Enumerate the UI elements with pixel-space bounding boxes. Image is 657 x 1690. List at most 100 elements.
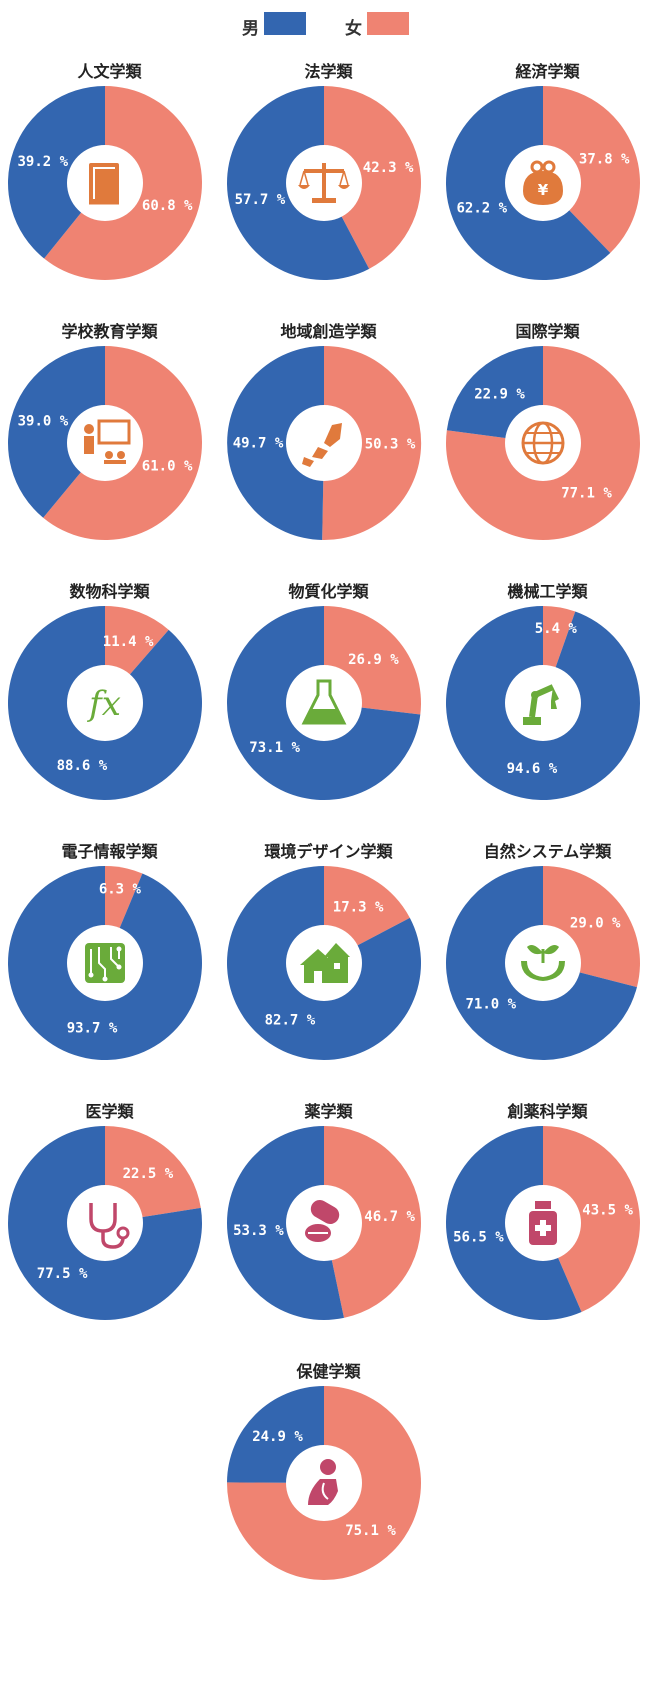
donut-chart: 26.9 % 73.1 % — [227, 606, 422, 800]
pie-chart: 経済学類 ¥37.8 % 62.2 % — [438, 58, 657, 333]
male-percent-label: 57.7 % — [235, 192, 286, 208]
sprout-hands-icon — [521, 945, 565, 981]
donut-chart: 17.3 % 82.7 % — [227, 866, 422, 1060]
donut-hole — [67, 1185, 143, 1261]
japan-map-icon — [302, 423, 342, 467]
donut-chart: 5.4 % 94.6 % — [445, 606, 640, 800]
donut-chart: 43.5 % 56.5 % — [445, 1126, 640, 1320]
chart-title: 国際学類 — [515, 322, 580, 341]
svg-text:fx: fx — [86, 684, 121, 724]
circuit-board-icon — [85, 943, 125, 983]
male-percent-label: 39.2 % — [18, 154, 69, 170]
pie-chart: 地域創造学類 50.3 % 49.7 % — [219, 318, 438, 593]
pie-chart: 数物科学類 fx 11.4 % 88.6 % — [0, 578, 219, 853]
female-slice — [543, 86, 640, 253]
legend-male-swatch — [264, 12, 306, 35]
svg-text:¥: ¥ — [538, 181, 549, 199]
male-percent-label: 94.6 % — [507, 761, 558, 777]
female-slice — [543, 1126, 640, 1313]
female-percent-label: 5.4 % — [535, 621, 578, 637]
chart-title: 環境デザイン学類 — [264, 842, 393, 861]
female-slice — [324, 86, 422, 269]
male-percent-label: 24.9 % — [252, 1429, 303, 1445]
chart-title: 自然システム学類 — [483, 842, 612, 861]
female-percent-label: 42.3 % — [363, 160, 414, 176]
chart-title: 薬学類 — [304, 1102, 353, 1121]
female-percent-label: 50.3 % — [365, 437, 416, 453]
stethoscope-icon — [89, 1203, 130, 1249]
pie-chart: 自然システム学類 29.0 % 71.0 % — [438, 838, 657, 1113]
chart-title: 法学類 — [304, 62, 353, 81]
legend-female-swatch — [367, 12, 409, 35]
female-percent-label: 22.5 % — [123, 1166, 174, 1182]
pie-chart: 国際学類 77.1 % 22.9 % — [438, 318, 657, 593]
pie-chart: 物質化学類 26.9 % 73.1 % — [219, 578, 438, 853]
chart-title: 機械工学類 — [507, 582, 588, 601]
donut-chart: 61.0 % 39.0 % — [7, 346, 202, 540]
donut-hole — [505, 665, 581, 741]
male-slice — [7, 346, 106, 518]
flask-icon — [301, 679, 347, 725]
donut-chart: 46.7 % 53.3 % — [226, 1126, 421, 1320]
female-percent-label: 6.3 % — [99, 882, 142, 898]
chart-title: 創薬科学類 — [507, 1102, 588, 1121]
female-percent-label: 37.8 % — [579, 151, 630, 167]
donut-chart: 50.3 % 49.7 % — [227, 345, 422, 540]
pills-icon — [305, 1200, 340, 1242]
donut-chart: 6.3 % 93.7 % — [8, 866, 203, 1060]
donut-chart: 77.1 % 22.9 % — [445, 346, 640, 540]
house-icon — [300, 943, 350, 983]
medicine-bottle-icon — [529, 1201, 557, 1245]
legend-male-label: 男 — [242, 19, 259, 39]
chart-title: 保健学類 — [296, 1362, 361, 1381]
chart-title: 経済学類 — [515, 62, 580, 81]
female-percent-label: 60.8 % — [142, 198, 193, 214]
female-percent-label: 29.0 % — [570, 916, 621, 932]
male-percent-label: 88.6 % — [57, 758, 108, 774]
donut-chart: ¥37.8 % 62.2 % — [445, 85, 640, 281]
female-slice — [322, 345, 422, 540]
female-percent-label: 75.1 % — [345, 1523, 396, 1539]
male-percent-label: 22.9 % — [474, 386, 525, 402]
chart-title: 地域創造学類 — [280, 322, 377, 341]
chart-title: 人文学類 — [77, 62, 142, 81]
donut-chart: 29.0 % 71.0 % — [445, 866, 640, 1060]
female-percent-label: 61.0 % — [142, 458, 193, 474]
donut-chart: 60.8 % 39.2 % — [7, 86, 202, 280]
female-percent-label: 46.7 % — [364, 1209, 415, 1225]
chart-title: 学校教育学類 — [61, 322, 158, 341]
yen-purse-icon: ¥ — [523, 160, 563, 205]
female-percent-label: 11.4 % — [103, 634, 154, 650]
chart-title: 医学類 — [85, 1102, 134, 1121]
legend: 男 女 — [0, 10, 657, 39]
human-body-icon — [308, 1459, 338, 1505]
pie-chart: 人文学類 60.8 % 39.2 % — [0, 58, 219, 333]
chart-title: 電子情報学類 — [61, 842, 158, 861]
donut-hole — [67, 665, 143, 741]
globe-icon — [521, 421, 565, 465]
male-percent-label: 77.5 % — [37, 1266, 88, 1282]
donut-chart: 42.3 % 57.7 % — [227, 86, 422, 280]
book-icon — [89, 163, 119, 205]
fx-icon: fx — [86, 684, 121, 724]
pie-chart: 医学類 22.5 % 77.5 % — [0, 1098, 219, 1373]
male-percent-label: 39.0 % — [18, 414, 69, 430]
chart-title: 物質化学類 — [288, 582, 369, 601]
pie-chart: 薬学類 46.7 % 53.3 % — [219, 1098, 438, 1373]
female-slice — [324, 1126, 421, 1318]
pie-chart: 機械工学類 5.4 % 94.6 % — [438, 578, 657, 853]
robot-arm-icon — [523, 684, 559, 725]
male-percent-label: 82.7 % — [265, 1013, 316, 1029]
male-percent-label: 62.2 % — [457, 201, 508, 217]
male-slice — [227, 346, 324, 540]
female-percent-label: 77.1 % — [561, 486, 612, 502]
pie-chart: 学校教育学類 61.0 % 39.0 % — [0, 318, 219, 593]
male-slice — [226, 1126, 344, 1320]
male-percent-label: 71.0 % — [466, 997, 517, 1013]
pie-chart: 保健学類 75.1 % 24.9 % — [219, 1358, 438, 1633]
male-percent-label: 56.5 % — [453, 1229, 504, 1245]
chart-title: 数物科学類 — [69, 582, 150, 601]
pie-chart: 環境デザイン学類 17.3 % 82.7 % — [219, 838, 438, 1113]
female-percent-label: 43.5 % — [582, 1203, 633, 1219]
pie-chart: 法学類 42.3 % 57.7 % — [219, 58, 438, 333]
